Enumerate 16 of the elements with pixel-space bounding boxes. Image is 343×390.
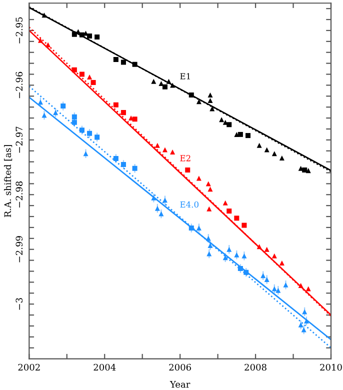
x-tick-label: 2008	[244, 364, 266, 371]
y-tick-label: −2.98	[16, 181, 23, 208]
y-tick-label: −3	[16, 298, 23, 310]
y-tick-label: −2.96	[16, 72, 23, 98]
y-axis-title: R.A. shifted [as]	[4, 145, 12, 218]
x-tick-label: 2002	[18, 364, 40, 371]
x-tick-label: 2006	[169, 364, 191, 371]
series-label: E4.0	[180, 201, 198, 208]
series-label: E2	[180, 155, 190, 162]
x-axis-title: Year	[170, 381, 190, 388]
y-tick-label: −2.99	[16, 236, 23, 262]
y-tick-label: −2.97	[16, 126, 23, 153]
x-tick-label: 2010	[320, 364, 342, 371]
y-tick-label: −2.95	[16, 17, 23, 44]
x-tick-label: 2004	[94, 364, 116, 371]
series-label: E1	[180, 73, 190, 80]
